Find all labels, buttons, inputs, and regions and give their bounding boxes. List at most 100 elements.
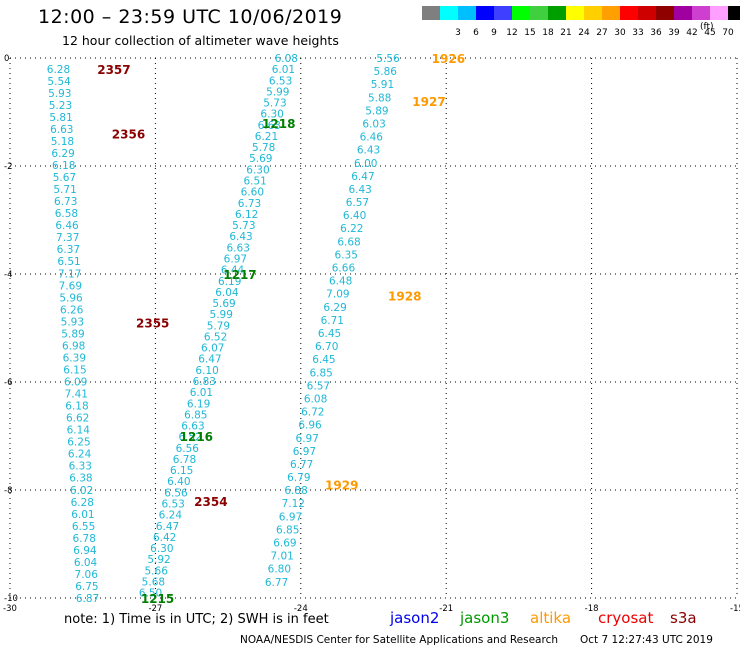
pass-time-label: 1216	[180, 430, 213, 444]
wave-height-value: 7.37	[56, 232, 79, 244]
wave-height-value: 5.23	[49, 100, 72, 112]
wave-height-value: 6.15	[170, 465, 193, 477]
wave-height-value: 6.43	[357, 145, 380, 157]
wave-height-value: 6.47	[198, 354, 221, 366]
wave-height-value: 5.56	[376, 53, 400, 65]
color-scale-label: 12	[506, 28, 518, 38]
wave-height-value: 6.28	[47, 64, 70, 76]
wave-height-value: 7.69	[59, 280, 82, 292]
wave-height-value: 6.25	[67, 437, 90, 449]
wave-height-value: 6.43	[229, 231, 252, 243]
wave-height-value: 6.53	[269, 75, 292, 87]
wave-height-value: 5.69	[212, 298, 235, 310]
wave-height-value: 6.63	[258, 120, 281, 132]
wave-height-value: 6.94	[73, 545, 97, 557]
color-scale-label: 30	[614, 28, 626, 38]
wave-height-value: 6.63	[227, 242, 250, 254]
wave-height-value: 6.57	[307, 380, 330, 392]
wave-height-value: 6.30	[260, 109, 283, 121]
x-tick-label: -24	[294, 604, 308, 614]
wave-height-value: 5.92	[147, 554, 170, 566]
wave-height-value: 6.63	[181, 421, 204, 433]
x-tick-label: -30	[3, 604, 17, 614]
color-scale-label: 24	[578, 28, 590, 38]
color-scale-label: 15	[524, 28, 536, 38]
color-swatch	[728, 6, 740, 20]
y-tick-label: -8	[4, 486, 12, 496]
color-scale-label: 33	[632, 28, 644, 38]
wave-height-value: 6.87	[76, 593, 99, 605]
wave-height-value: 6.79	[287, 472, 310, 484]
wave-height-value: 6.71	[321, 315, 344, 327]
wave-height-value: 5.88	[368, 92, 391, 104]
wave-height-value: 6.97	[296, 433, 319, 445]
color-scale-label: 42	[686, 28, 698, 38]
wave-height-value: 7.06	[75, 569, 99, 581]
wave-height-value: 6.48	[329, 276, 352, 288]
wave-height-value: 6.35	[335, 249, 358, 261]
map-title: 12:00 – 23:59 UTC 10/06/2019	[38, 6, 343, 28]
wave-height-value: 6.52	[178, 432, 201, 444]
wave-height-value: 6.40	[343, 210, 366, 222]
wave-height-value: 6.77	[265, 577, 288, 589]
wave-height-value: 6.45	[312, 354, 335, 366]
generation-timestamp: Oct 7 12:27:43 UTC 2019	[580, 634, 713, 646]
wave-height-value: 5.99	[266, 86, 289, 98]
wave-height-value: 6.21	[255, 131, 278, 143]
wave-height-value: 6.72	[301, 407, 324, 419]
wave-height-value: 6.22	[340, 223, 363, 235]
wave-height-value: 6.46	[55, 220, 79, 232]
wave-height-value: 6.56	[176, 443, 200, 455]
wave-height-value: 6.39	[63, 352, 86, 364]
wave-height-value: 5.66	[145, 565, 169, 577]
pass-time-label: 1927	[412, 95, 445, 109]
wave-height-value: 6.63	[50, 124, 73, 136]
wave-height-value: 6.40	[167, 476, 190, 488]
wave-height-value: 6.88	[284, 485, 307, 497]
pass-time-label: 1217	[223, 268, 256, 282]
wave-height-value: 6.78	[173, 454, 196, 466]
y-tick-label: -6	[4, 378, 12, 388]
pass-time-label: 1929	[325, 479, 358, 493]
wave-height-value: 6.24	[68, 449, 92, 461]
wave-height-value: 6.04	[74, 557, 98, 569]
color-scale-label: 18	[542, 28, 554, 38]
wave-height-value: 6.55	[72, 521, 95, 533]
wave-height-value: 5.69	[249, 153, 272, 165]
wave-height-value: 5.93	[61, 316, 84, 328]
wave-height-value: 6.02	[70, 485, 93, 497]
color-swatch	[458, 6, 476, 20]
color-scale-label: 3	[455, 28, 461, 38]
color-swatch	[620, 6, 638, 20]
wave-height-value: 6.19	[218, 276, 241, 288]
wave-height-value: 6.45	[318, 328, 341, 340]
y-tick-label: 0	[4, 54, 9, 64]
pass-time-label: 1928	[388, 290, 421, 304]
map-subtitle: 12 hour collection of altimeter wave hei…	[62, 33, 339, 48]
wave-height-value: 6.28	[71, 497, 94, 509]
wave-height-value: 6.07	[201, 343, 224, 355]
wave-height-value: 6.57	[346, 197, 369, 209]
wave-height-value: 6.15	[63, 364, 86, 376]
wave-height-value: 6.30	[150, 543, 173, 555]
wave-height-value: 5.79	[207, 320, 230, 332]
color-swatch	[638, 6, 656, 20]
x-tick-label: -27	[148, 604, 162, 614]
wave-height-value: 7.41	[65, 389, 88, 401]
wave-height-value: 6.96	[298, 420, 322, 432]
legend-item-jason3: jason3	[460, 609, 510, 627]
wave-height-value: 6.30	[246, 164, 269, 176]
wave-height-value: 6.09	[64, 377, 87, 389]
wave-height-value: 6.24	[159, 510, 183, 522]
footnote: note: 1) Time is in UTC; 2) SWH is in fe…	[64, 612, 329, 627]
wave-height-value: 6.60	[241, 187, 264, 199]
wave-height-value: 6.10	[195, 365, 218, 377]
wave-height-value: 5.67	[53, 172, 76, 184]
wave-height-value: 6.80	[268, 564, 291, 576]
wave-height-value: 6.62	[66, 413, 89, 425]
wave-height-value: 6.69	[273, 538, 296, 550]
color-scale-label: 27	[596, 28, 608, 38]
color-swatch	[440, 6, 458, 20]
wave-height-value: 6.52	[204, 331, 227, 343]
